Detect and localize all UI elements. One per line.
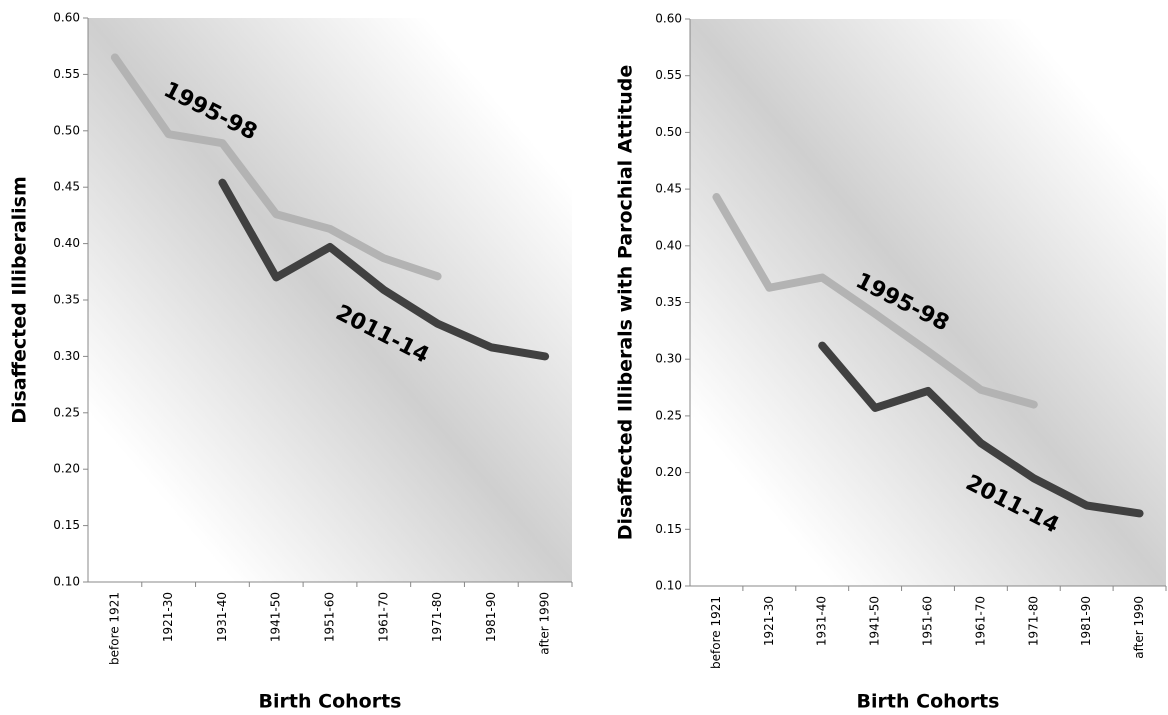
y-axis-title: Disaffected Illiberals with Parochial At… (615, 65, 637, 541)
y-tick-label: 0.45 (655, 182, 682, 196)
x-tick-label: 1981-90 (484, 592, 498, 642)
plot-background (88, 18, 572, 582)
y-tick-label: 0.25 (53, 405, 80, 419)
x-tick-label: 1941-50 (868, 596, 882, 646)
x-tick-label: 1931-40 (815, 596, 829, 646)
y-tick-label: 0.40 (655, 238, 682, 252)
x-tick-label: 1921-30 (161, 592, 175, 642)
y-tick-label: 0.20 (53, 462, 80, 476)
x-tick-label: 1961-70 (973, 596, 987, 646)
x-tick-label: 1941-50 (269, 592, 283, 642)
y-tick-label: 0.30 (53, 349, 80, 363)
x-axis-title: Birth Cohorts (857, 691, 1000, 713)
series-line (110, 53, 442, 281)
y-tick-label: 0.35 (53, 293, 80, 307)
x-tick-label: 1971-80 (430, 592, 444, 642)
y-axis-title: Disaffected Illiberalism (9, 176, 31, 424)
series-line (818, 341, 1144, 518)
x-tick-label: before 1921 (107, 592, 121, 665)
x-tick-label: 1921-30 (762, 596, 776, 646)
series-line (218, 178, 550, 361)
x-tick-label: 1951-60 (921, 596, 935, 646)
x-tick-label: 1971-80 (1026, 596, 1040, 646)
x-tick-label: 1961-70 (376, 592, 390, 642)
x-axis-title: Birth Cohorts (259, 691, 402, 713)
y-tick-label: 0.40 (53, 236, 80, 250)
x-tick-label: 1931-40 (215, 592, 229, 642)
y-tick-label: 0.10 (53, 575, 80, 589)
y-tick-label: 0.60 (53, 11, 80, 25)
x-tick-label: before 1921 (709, 596, 723, 669)
y-tick-label: 0.55 (655, 68, 682, 82)
y-tick-label: 0.50 (655, 125, 682, 139)
y-tick-label: 0.45 (53, 180, 80, 194)
x-tick-label: 1951-60 (323, 592, 337, 642)
y-tick-label: 0.35 (655, 295, 682, 309)
x-tick-label: after 1990 (1132, 596, 1146, 659)
y-tick-label: 0.30 (655, 352, 682, 366)
y-tick-label: 0.15 (655, 522, 682, 536)
y-tick-label: 0.15 (53, 518, 80, 532)
y-tick-label: 0.50 (53, 123, 80, 137)
y-tick-label: 0.60 (655, 12, 682, 26)
y-tick-label: 0.20 (655, 465, 682, 479)
x-tick-label: after 1990 (538, 592, 552, 655)
series-line (712, 193, 1038, 409)
plot-background (690, 19, 1166, 586)
y-tick-label: 0.55 (53, 67, 80, 81)
x-tick-label: 1981-90 (1079, 596, 1093, 646)
y-tick-label: 0.25 (655, 408, 682, 422)
y-tick-label: 0.10 (655, 579, 682, 593)
